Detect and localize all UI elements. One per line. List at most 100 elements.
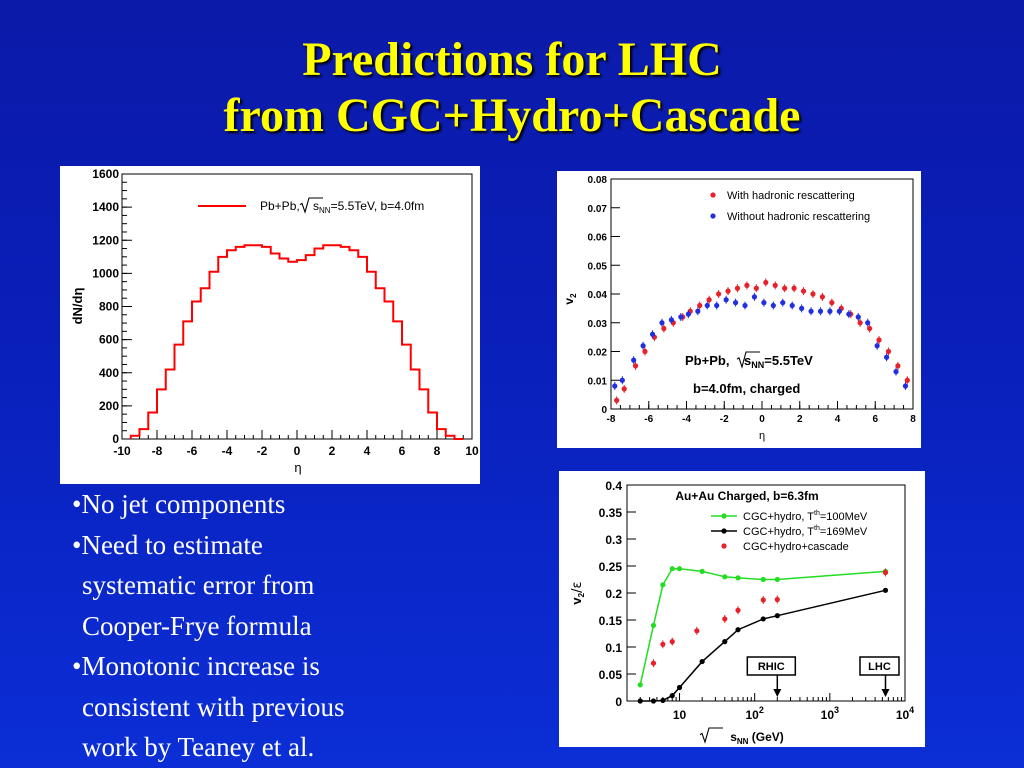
annotation-line-2: b=4.0fm, charged — [693, 381, 800, 396]
data-point — [642, 348, 648, 355]
bullet-continuation: systematic error from — [82, 570, 315, 600]
data-point — [836, 308, 842, 314]
data-point — [810, 291, 816, 297]
chart-title: Au+Au Charged, b=6.3fm — [675, 489, 818, 503]
data-point — [637, 682, 643, 688]
data-point — [808, 308, 814, 314]
y-tick-label: 0.02 — [588, 348, 608, 359]
y-axis-label: dN/dη — [70, 288, 85, 325]
data-point — [735, 575, 741, 581]
dndeta-chart: 0 200 400 600 800 1000 1200 1400 1600 -10 -8 -6 -4 -2… — [70, 167, 479, 475]
y-axis-label: v2/ε — [569, 581, 586, 604]
y-tick-label: 0.15 — [599, 614, 623, 628]
x-tick-label: 102 — [746, 705, 764, 722]
y-tick-label: 0.1 — [605, 641, 622, 655]
data-point — [799, 305, 805, 311]
data-point — [774, 596, 780, 603]
data-point — [722, 639, 728, 645]
data-point — [676, 684, 683, 691]
data-point — [631, 357, 637, 363]
x-tick-label: 4 — [364, 444, 371, 458]
x-axis-label: η — [759, 430, 765, 442]
y-tick-label: 0.06 — [588, 233, 608, 244]
data-point — [614, 397, 620, 403]
data-point — [819, 294, 825, 300]
data-point — [678, 314, 684, 320]
data-point — [751, 294, 758, 300]
y-tick-label: 0.4 — [605, 479, 622, 493]
y-tick-label: 1000 — [92, 266, 119, 280]
marker-label: LHC — [868, 661, 891, 673]
data-point — [774, 576, 780, 583]
x-tick-label: -4 — [682, 414, 691, 425]
x-tick-label: 0 — [759, 414, 765, 425]
data-point — [734, 285, 741, 291]
data-point — [637, 698, 643, 704]
y-tick-label: 0.05 — [599, 668, 623, 682]
data-point — [669, 639, 675, 645]
data-point — [763, 279, 769, 286]
y-tick-label: 0.25 — [599, 560, 623, 574]
data-point — [732, 300, 739, 306]
data-point — [761, 300, 767, 306]
y-tick-label: 0.04 — [588, 290, 608, 301]
data-point — [904, 377, 910, 383]
x-tick-label: 6 — [872, 414, 878, 425]
series-line — [640, 589, 886, 702]
data-point — [760, 616, 766, 622]
data-point — [772, 282, 778, 288]
y-tick-label: 0 — [615, 695, 622, 709]
data-point — [660, 697, 666, 704]
y-tick-label: 1200 — [92, 233, 119, 247]
data-point — [742, 302, 748, 309]
v2-eta-chart: 0 0.01 0.02 0.03 0.04 0.05 0.06 0.07 0.08 -8 -6 -4 -… — [562, 175, 916, 442]
v2-energy-chart: 0 0.05 0.1 0.15 0.2 0.25 0.3 0.35 0.4 10 102 103 104… — [569, 479, 914, 746]
v2-energy-chart-panel: 0 0.05 0.1 0.15 0.2 0.25 0.3 0.35 0.4 10 102 103 104… — [559, 471, 925, 747]
data-point — [817, 308, 824, 314]
y-axis-label: v2 — [562, 293, 578, 305]
legend-marker — [721, 543, 727, 549]
bullet-item: •Need to estimate — [72, 529, 263, 560]
data-point — [866, 325, 873, 332]
data-point — [685, 311, 691, 317]
x-tick-label: -8 — [152, 444, 163, 458]
x-tick-label: 103 — [821, 705, 839, 722]
x-tick-label: 2 — [329, 444, 336, 458]
x-tick-label: 0 — [294, 444, 301, 458]
data-point — [715, 291, 722, 297]
data-point — [902, 383, 909, 389]
data-point — [649, 331, 656, 337]
y-tick-label: 200 — [99, 399, 119, 413]
x-tick-label: 104 — [896, 705, 914, 722]
data-point — [650, 660, 657, 666]
y-tick-label: 0.3 — [605, 533, 622, 547]
data-point — [874, 343, 880, 349]
data-point — [725, 288, 731, 294]
y-tick-label: 0.01 — [588, 376, 608, 387]
sqrt-symbol — [299, 197, 323, 214]
x-tick-label: 10 — [673, 708, 687, 722]
bullet-continuation: work by Teaney et al. — [82, 732, 315, 762]
data-point — [661, 325, 667, 332]
v2-eta-chart-panel: 0 0.01 0.02 0.03 0.04 0.05 0.06 0.07 0.08 -8 -6 -4 -… — [557, 171, 921, 448]
dndeta-chart-panel: 0 200 400 600 800 1000 1200 1400 1600 -10 -8 -6 -4 -2… — [60, 166, 480, 484]
legend-entry: Without hadronic rescattering — [727, 211, 870, 223]
data-point — [882, 587, 889, 593]
legend-marker — [710, 213, 716, 219]
data-point — [714, 302, 720, 309]
bullet-item: •No jet components — [72, 489, 286, 519]
data-point — [612, 383, 618, 389]
sqrt-symbol — [699, 727, 723, 744]
legend-entry: With hadronic rescattering — [727, 190, 855, 202]
marker-box — [746, 656, 797, 676]
y-tick-label: 1400 — [92, 200, 119, 214]
bullet-item: •Monotonic increase is — [72, 651, 320, 681]
title-line-1: Predictions for LHC — [302, 33, 722, 86]
data-point — [744, 282, 750, 288]
data-point — [660, 582, 666, 588]
data-point — [780, 300, 786, 306]
x-tick-label: 6 — [399, 444, 406, 458]
y-tick-label: 0.2 — [605, 587, 622, 601]
data-point — [882, 569, 889, 576]
data-point — [695, 308, 701, 314]
